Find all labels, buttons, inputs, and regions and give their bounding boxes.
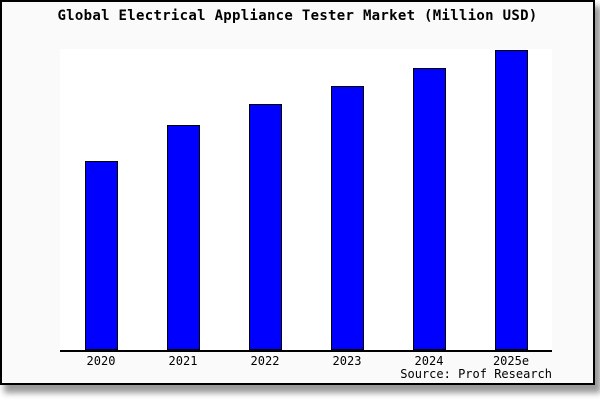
- bar-2020: [84, 161, 118, 350]
- chart-card: Global Electrical Appliance Tester Marke…: [0, 0, 595, 385]
- bar-2025e: [494, 50, 528, 350]
- source-label: Source: Prof Research: [400, 367, 552, 381]
- plot-area: [60, 49, 552, 352]
- bar-slot: [224, 49, 306, 350]
- bar-2023: [330, 86, 364, 350]
- bar-2024: [412, 68, 446, 350]
- x-tick-label-2020: 2020: [86, 354, 116, 368]
- bar-slot: [470, 49, 552, 350]
- x-tick-label-2022: 2022: [250, 354, 280, 368]
- bar-slot: [142, 49, 224, 350]
- chart-title: Global Electrical Appliance Tester Marke…: [57, 8, 538, 24]
- bar-2022: [248, 104, 282, 350]
- bar-slot: [60, 49, 142, 350]
- x-axis-labels: 2020 2021 2022 2023 2024 2025e: [60, 355, 552, 368]
- bar-slot: [306, 49, 388, 350]
- bar-slot: [388, 49, 470, 350]
- bar-2021: [166, 125, 200, 350]
- bars-container: [60, 49, 552, 350]
- x-tick-label-2021: 2021: [168, 354, 198, 368]
- x-tick-label-2023: 2023: [332, 354, 362, 368]
- x-tick-label-2025e: 2025e: [492, 354, 530, 368]
- x-tick-label-2024: 2024: [414, 354, 444, 368]
